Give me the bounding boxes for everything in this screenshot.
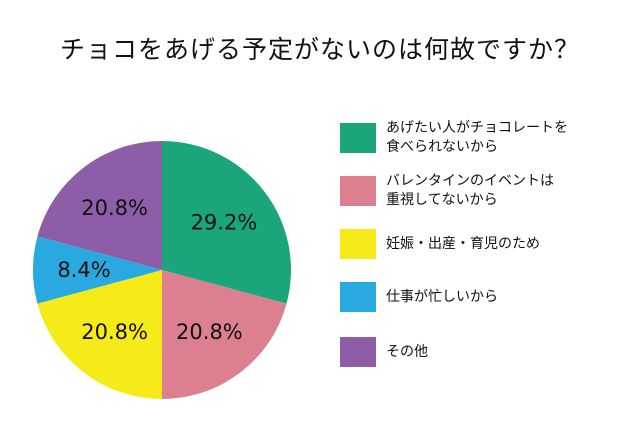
chart-title: チョコをあげる予定がないのは何故ですか？ [59,35,580,64]
pie-chart: 29.2% 20.8% 20.8% 8.4% 20.8% [32,141,291,399]
pie-slice-3 [37,270,162,399]
slice-value-label-1: 29.2% [191,211,258,235]
legend-item-3: 妊娠・出産・育児のため [340,229,616,259]
legend-label-5: その他 [386,343,428,360]
legend-item-2: バレンタインのイベントは 重視してないから [340,172,616,210]
pie-slice-1 [162,141,291,304]
slice-value-label-4: 8.4% [57,258,110,282]
legend-swatch-4 [340,282,376,312]
pie-slice-5 [37,141,162,270]
legend-label-2: バレンタインのイベントは 重視してないから [386,173,554,208]
legend-swatch-5 [340,337,376,367]
slice-value-label-2: 20.8% [176,320,243,344]
legend-swatch-3 [340,229,376,259]
legend-item-5: その他 [340,337,616,367]
legend-swatch-2 [340,176,376,206]
legend-item-1: あげたい人がチョコレートを 食べられないから [340,119,616,157]
pie-slice-2 [162,270,287,399]
slice-value-label-5: 20.8% [81,196,148,220]
legend-label-4: 仕事が忙しいから [386,288,498,305]
legend-item-4: 仕事が忙しいから [340,282,616,312]
legend: あげたい人がチョコレートを 食べられないから バレンタインのイベントは 重視してな… [340,0,640,427]
legend-swatch-1 [340,123,376,153]
pie-slice-4 [32,236,163,304]
legend-label-3: 妊娠・出産・育児のため [386,235,540,252]
legend-label-1: あげたい人がチョコレートを 食べられないから [386,120,568,155]
slice-value-label-3: 20.8% [81,320,148,344]
